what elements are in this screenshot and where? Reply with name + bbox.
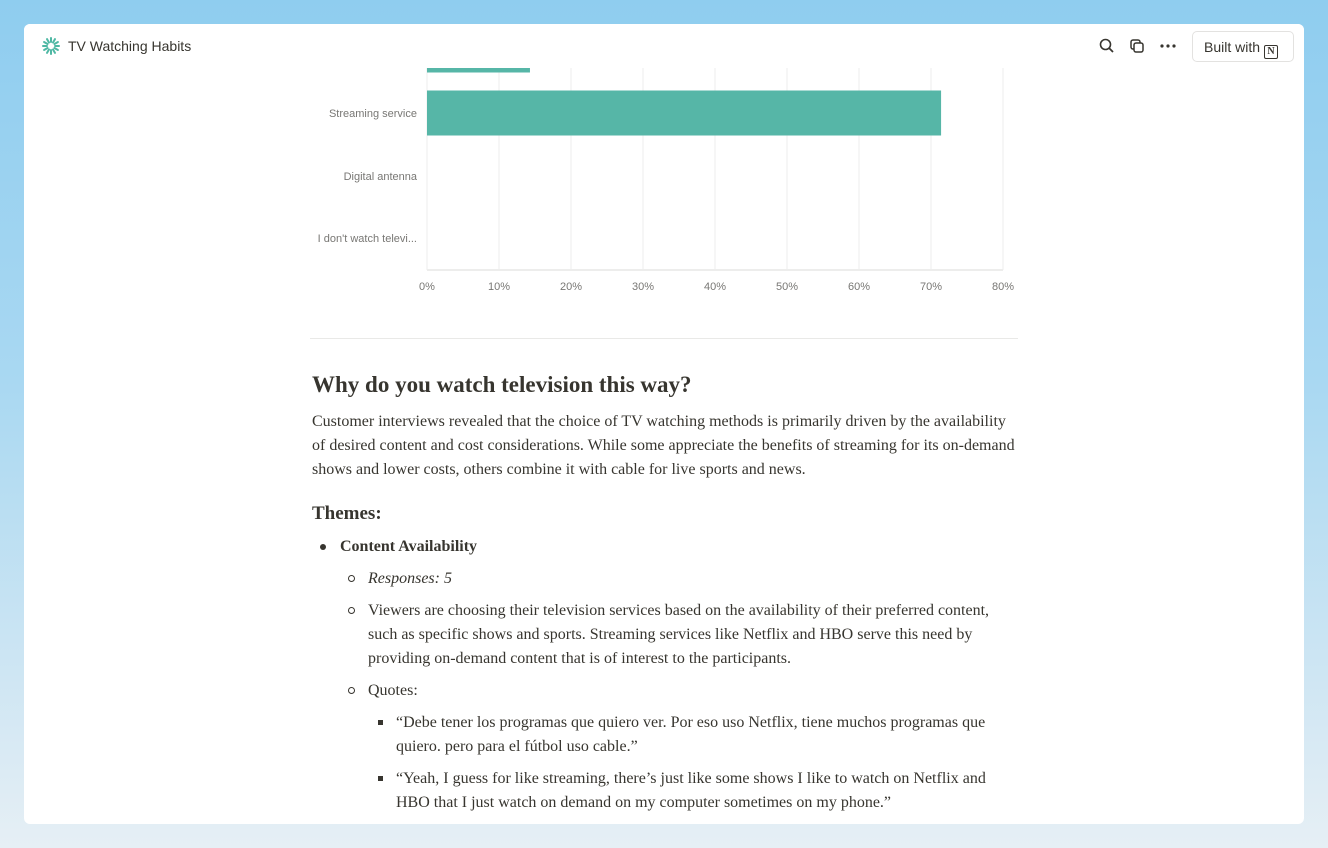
theme-title: Content Availability (340, 538, 478, 555)
quote: “Debe tener los programas que quiero ver… (368, 711, 1018, 759)
built-with-notion-button[interactable]: Built with N (1192, 31, 1294, 62)
notion-logo-icon: N (1264, 45, 1279, 59)
x-tick-label: 0% (419, 281, 435, 293)
x-tick-label: 70% (920, 281, 942, 293)
bar-chart: 0% 10% 20% 30% 40% 50% 60% 70% 80% Streaming serv… (318, 27, 1014, 293)
x-tick-label: 10% (488, 281, 510, 293)
quote: “Yeah, I guess for like streaming, there… (368, 767, 1018, 815)
x-tick-label: 20% (560, 281, 582, 293)
section-heading: Why do you watch television this way? (312, 372, 692, 397)
page-title[interactable]: TV Watching Habits (68, 38, 192, 54)
built-with-label: Built with (1204, 39, 1261, 55)
category-label: Digital antenna (344, 171, 418, 183)
theme-description: Viewers are choosing their television se… (340, 599, 1018, 671)
x-tick-label: 80% (992, 281, 1014, 293)
themes-heading: Themes: (312, 503, 382, 524)
page-logo-icon (42, 37, 60, 55)
search-icon[interactable] (1098, 37, 1116, 55)
page-window: 0% 10% 20% 30% 40% 50% 60% 70% 80% Streaming serv… (24, 24, 1304, 824)
quotes-label: Quotes: (368, 682, 418, 699)
more-icon[interactable] (1159, 37, 1177, 55)
theme-responses: Responses: 5 (340, 567, 1018, 591)
x-tick-label: 30% (632, 281, 654, 293)
theme-item: Content Availability Responses: 5 Viewer… (312, 535, 1018, 815)
section-paragraph: Customer interviews revealed that the ch… (312, 413, 1015, 478)
duplicate-icon[interactable] (1128, 37, 1146, 55)
x-tick-label: 40% (704, 281, 726, 293)
quotes-item: Quotes: “Debe tener los programas que qu… (340, 679, 1018, 815)
bar (427, 90, 942, 136)
category-label: I don't watch televi... (318, 233, 417, 245)
top-bar: TV Watching Habits Built with N (24, 24, 1304, 68)
x-tick-label: 60% (848, 281, 870, 293)
page-content: Why do you watch television this way? Cu… (312, 362, 1018, 815)
responses-count: Responses: 5 (368, 570, 452, 587)
category-label: Streaming service (329, 108, 417, 120)
x-tick-label: 50% (776, 281, 798, 293)
divider (310, 338, 1018, 339)
